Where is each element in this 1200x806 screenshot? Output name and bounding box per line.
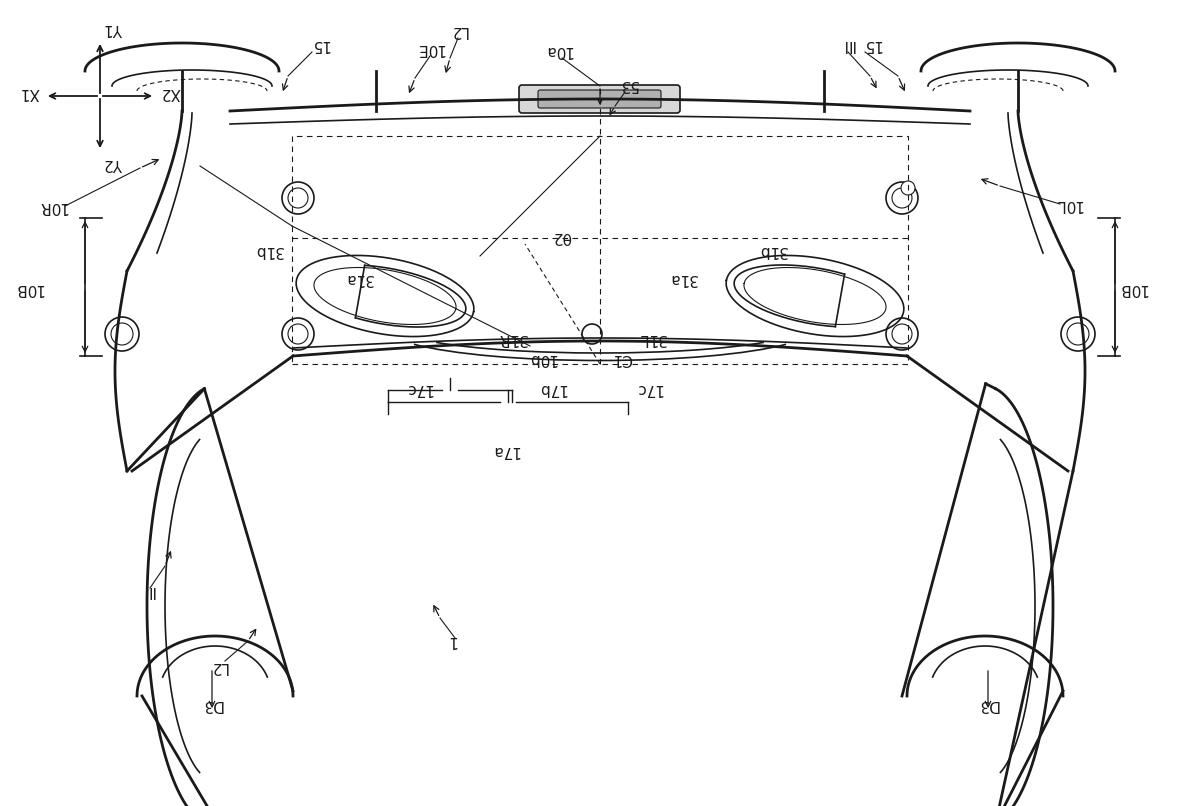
Text: 10a: 10a [544,43,572,57]
Text: 53: 53 [618,77,637,92]
Text: D3: D3 [977,696,998,712]
Text: 31R: 31R [497,330,527,346]
Circle shape [892,188,912,208]
Circle shape [106,317,139,351]
Text: III: III [841,36,854,52]
Text: 17c: 17c [404,380,432,396]
Text: 31a: 31a [343,271,372,285]
Bar [292,136,908,364]
Text: III: III [142,584,155,599]
Circle shape [886,182,918,214]
Text: L2: L2 [209,659,227,674]
Text: 31L: 31L [638,330,666,346]
Text: 10B: 10B [13,280,43,296]
FancyBboxPatch shape [520,85,680,113]
Circle shape [282,182,314,214]
Text: Y2: Y2 [104,156,122,171]
Circle shape [112,323,133,345]
Circle shape [892,324,912,344]
Circle shape [901,181,916,195]
Circle shape [582,324,602,344]
Text: 17c: 17c [634,380,662,396]
Circle shape [1061,317,1096,351]
Text: D3: D3 [202,696,223,712]
Text: 10E: 10E [415,40,444,56]
Text: 31a: 31a [667,271,696,285]
Circle shape [1067,323,1090,345]
Text: 15: 15 [863,36,882,52]
Circle shape [288,188,308,208]
FancyBboxPatch shape [538,90,661,108]
Text: Y1: Y1 [104,21,122,36]
Text: L2: L2 [449,23,467,38]
Text: 10L: 10L [1054,197,1082,211]
Text: 10B: 10B [1117,280,1147,296]
Circle shape [282,318,314,350]
Text: X2: X2 [160,85,180,99]
Text: 17a: 17a [491,443,520,459]
Text: 10b: 10b [528,351,557,365]
Text: 31b: 31b [253,243,282,259]
Text: C1: C1 [612,351,632,365]
Text: 31b: 31b [757,243,786,259]
Text: 1: 1 [448,634,457,649]
Circle shape [288,324,308,344]
Circle shape [886,318,918,350]
Text: 17b: 17b [538,380,566,396]
Text: 10R: 10R [37,198,67,214]
Text: X1: X1 [20,85,40,99]
Text: 15: 15 [311,36,330,52]
Text: θ2: θ2 [552,228,571,243]
